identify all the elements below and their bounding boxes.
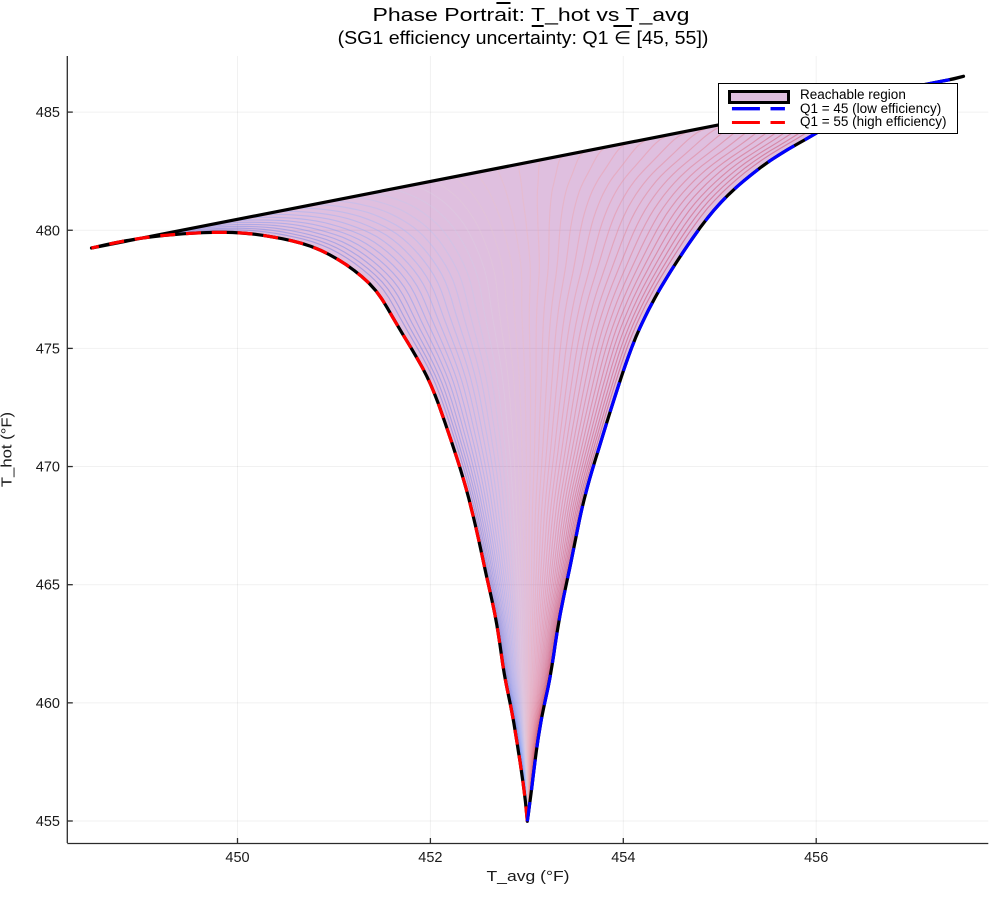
svg-text:475: 475 <box>36 341 60 357</box>
svg-text:460: 460 <box>36 696 60 712</box>
svg-text:465: 465 <box>36 578 60 594</box>
svg-text:485: 485 <box>36 105 60 121</box>
svg-text:456: 456 <box>804 850 828 866</box>
svg-text:454: 454 <box>611 850 635 866</box>
svg-text:455: 455 <box>36 814 60 830</box>
svg-text:452: 452 <box>418 850 442 866</box>
svg-text:450: 450 <box>225 850 249 866</box>
svg-text:480: 480 <box>36 223 60 239</box>
svg-text:470: 470 <box>36 460 60 476</box>
